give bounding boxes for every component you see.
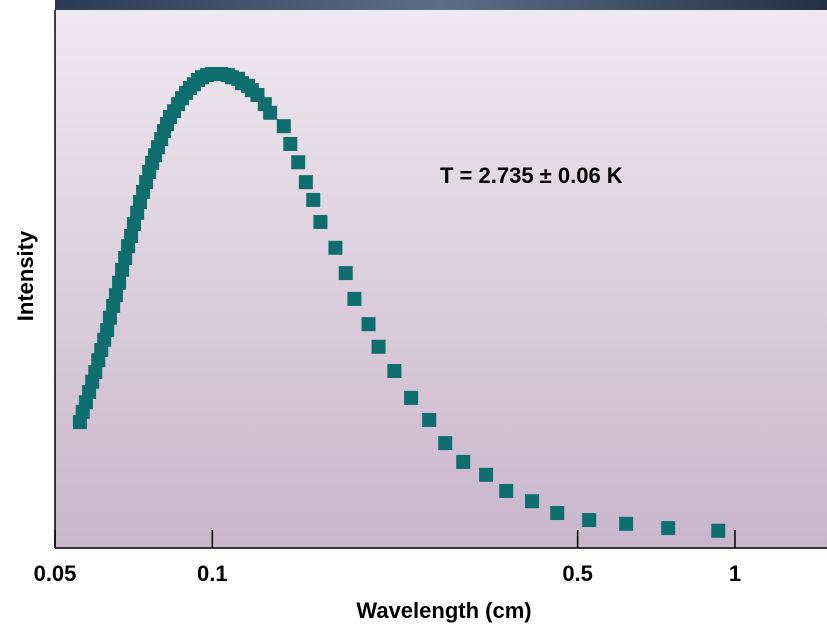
data-point — [328, 240, 343, 255]
data-point — [263, 105, 278, 120]
plot-area — [55, 10, 827, 548]
data-point — [88, 365, 103, 380]
header-strip — [55, 0, 827, 10]
data-point — [550, 506, 565, 521]
data-point — [456, 454, 471, 469]
data-point — [619, 516, 634, 531]
data-point — [118, 251, 133, 266]
data-point — [130, 205, 145, 220]
data-point — [313, 214, 328, 229]
data-point — [499, 483, 514, 498]
data-point — [361, 317, 376, 332]
data-point — [387, 363, 402, 378]
data-points — [72, 67, 726, 538]
data-point — [283, 136, 298, 151]
data-point — [479, 467, 494, 482]
data-point — [298, 175, 313, 190]
data-point — [525, 494, 540, 509]
data-point — [711, 523, 726, 538]
data-point — [347, 291, 362, 306]
data-point — [106, 298, 121, 313]
data-point — [124, 228, 139, 243]
data-point — [661, 521, 676, 536]
x-tick-label: 0.05 — [34, 561, 77, 586]
data-point — [582, 513, 597, 528]
x-tick-label: 1 — [729, 561, 741, 586]
annotation: T = 2.735 ± 0.06 K — [440, 163, 623, 188]
x-tick-label: 0.5 — [562, 561, 593, 586]
data-point — [306, 192, 321, 207]
x-axis-label: Wavelength (cm) — [356, 598, 531, 623]
data-point — [126, 217, 141, 232]
data-point — [422, 412, 437, 427]
data-point — [100, 323, 115, 338]
data-point — [102, 310, 117, 325]
data-point — [438, 436, 453, 451]
x-tick-label: 0.1 — [197, 561, 228, 586]
data-point — [404, 390, 419, 405]
data-point — [338, 266, 353, 281]
data-point — [112, 275, 127, 290]
data-point — [276, 119, 291, 134]
data-point — [115, 262, 130, 277]
data-point — [291, 155, 306, 170]
y-axis-label: Intensity — [13, 230, 38, 321]
data-point — [371, 339, 386, 354]
data-point — [108, 288, 123, 303]
